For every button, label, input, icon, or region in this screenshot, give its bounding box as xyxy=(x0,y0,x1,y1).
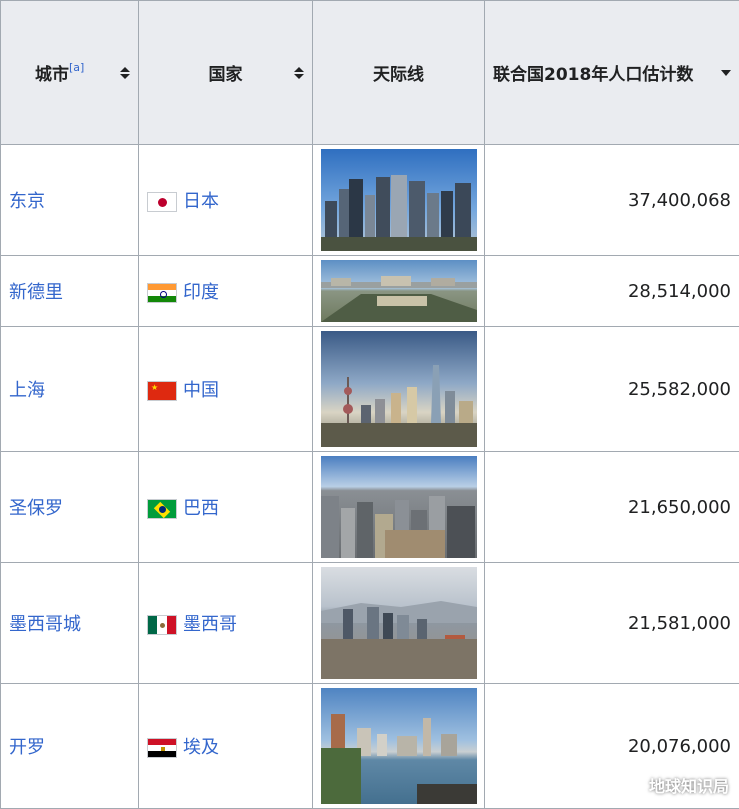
country-column-header[interactable]: 国家 xyxy=(138,0,313,145)
skyline-cell xyxy=(312,683,485,809)
china-flag-icon: ★ xyxy=(147,381,177,401)
city-link[interactable]: 东京 xyxy=(0,144,139,256)
population-column-header[interactable]: 联合国2018年人口估计数 xyxy=(484,0,739,145)
header-row: 城市[a] 国家 天际线 联合国2018年人口估计数 xyxy=(0,0,739,145)
city-link[interactable]: 墨西哥城 xyxy=(0,562,139,684)
watermark: 地球知识局 xyxy=(622,773,729,797)
country-link[interactable]: 埃及 xyxy=(183,737,219,758)
population-value: 25,582,000 xyxy=(484,326,739,452)
population-value: 20,076,000 xyxy=(484,683,739,809)
country-link[interactable]: 印度 xyxy=(183,282,219,303)
brazil-flag-icon xyxy=(147,499,177,519)
skyline-cell xyxy=(312,562,485,684)
mexico-flag-icon xyxy=(147,615,177,635)
country-cell: 墨西哥 xyxy=(138,562,313,684)
sort-descending-icon[interactable] xyxy=(721,69,731,76)
skyline-image-shanghai[interactable] xyxy=(320,331,477,447)
country-cell: 巴西 xyxy=(138,451,313,563)
table-row: 上海 ★ 中国 xyxy=(0,326,739,452)
city-link[interactable]: 圣保罗 xyxy=(0,451,139,563)
country-cell: 印度 xyxy=(138,255,313,327)
egypt-flag-icon xyxy=(147,738,177,758)
skyline-cell xyxy=(312,144,485,256)
sort-icon[interactable] xyxy=(294,66,304,79)
skyline-image-tokyo[interactable] xyxy=(320,149,477,251)
india-flag-icon xyxy=(147,283,177,303)
population-value: 28,514,000 xyxy=(484,255,739,327)
country-link[interactable]: 墨西哥 xyxy=(183,614,237,635)
city-link[interactable]: 开罗 xyxy=(0,683,139,809)
table-row: 墨西哥城 墨西哥 xyxy=(0,562,739,684)
skyline-image-new-delhi[interactable] xyxy=(320,260,477,322)
country-link[interactable]: 巴西 xyxy=(183,498,219,519)
population-value: 21,581,000 xyxy=(484,562,739,684)
country-header-label: 国家 xyxy=(208,65,243,85)
japan-flag-icon xyxy=(147,192,177,212)
country-cell: 日本 xyxy=(138,144,313,256)
city-column-header[interactable]: 城市[a] xyxy=(0,0,139,145)
population-header-label: 联合国2018年人口估计数 xyxy=(493,65,694,85)
watermark-text: 地球知识局 xyxy=(648,777,729,796)
skyline-cell xyxy=(312,451,485,563)
table-row: 新德里 印度 28,514,000 xyxy=(0,255,739,327)
skyline-header-label: 天际线 xyxy=(373,65,424,85)
skyline-image-cairo[interactable] xyxy=(320,688,477,804)
population-value: 37,400,068 xyxy=(484,144,739,256)
skyline-image-mexico-city[interactable] xyxy=(320,567,477,679)
country-link[interactable]: 日本 xyxy=(183,191,219,212)
city-note-link[interactable]: [a] xyxy=(69,61,85,75)
city-link[interactable]: 新德里 xyxy=(0,255,139,327)
skyline-cell xyxy=(312,326,485,452)
table-row: 东京 日本 xyxy=(0,144,739,256)
country-link[interactable]: 中国 xyxy=(183,380,219,401)
skyline-image-sao-paulo[interactable] xyxy=(320,456,477,558)
city-header-label: 城市 xyxy=(35,65,69,85)
city-link[interactable]: 上海 xyxy=(0,326,139,452)
table-row: 圣保罗 巴西 xyxy=(0,451,739,563)
wechat-icon xyxy=(622,777,644,793)
skyline-cell xyxy=(312,255,485,327)
country-cell: ★ 中国 xyxy=(138,326,313,452)
sort-icon[interactable] xyxy=(120,66,130,79)
table-row: 开罗 埃及 xyxy=(0,683,739,809)
skyline-column-header: 天际线 xyxy=(312,0,485,145)
population-value: 21,650,000 xyxy=(484,451,739,563)
country-cell: 埃及 xyxy=(138,683,313,809)
